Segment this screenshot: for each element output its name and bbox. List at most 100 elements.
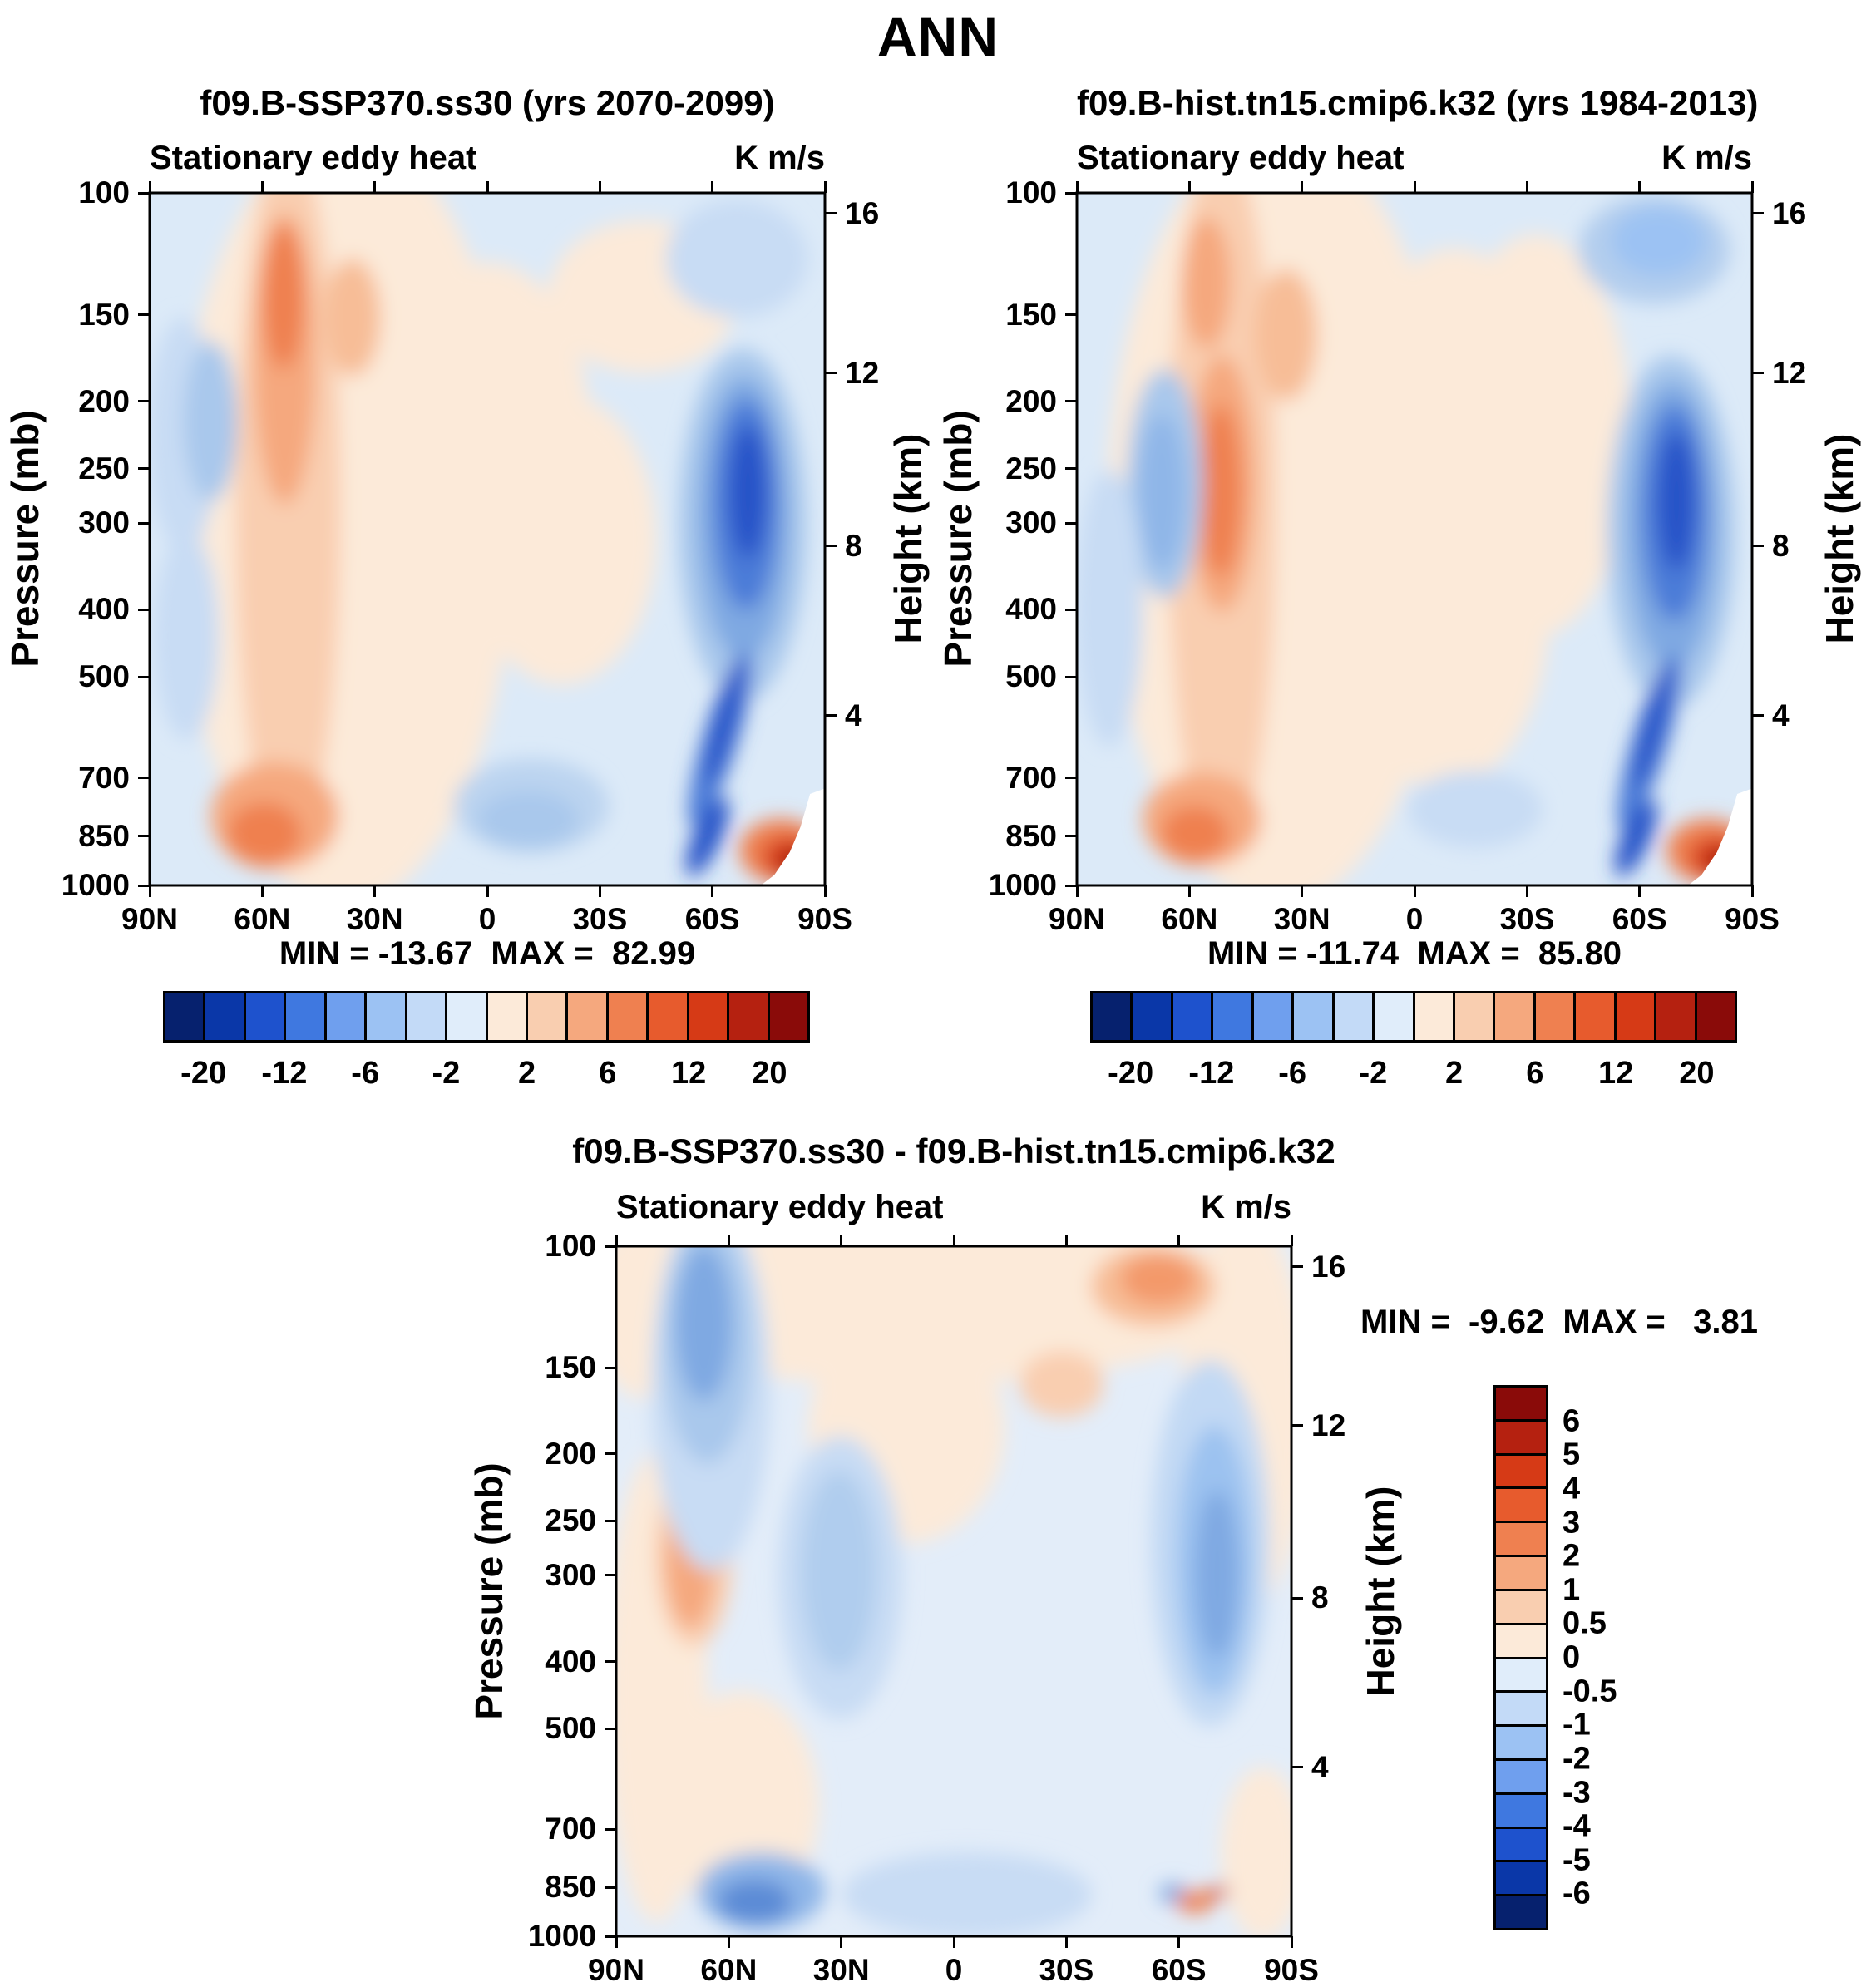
colorbar-label: 6: [1563, 1403, 1581, 1439]
height-tick-label: 4: [1772, 698, 1790, 732]
x-tick: [1290, 1936, 1293, 1948]
pressure-tick: [605, 1660, 616, 1664]
pressure-tick-label: 100: [1005, 175, 1057, 210]
x-tick: [727, 1235, 730, 1246]
colorbar-label: 20: [752, 1056, 787, 1091]
colorbar-box: [284, 993, 324, 1040]
x-tick-label: 30N: [812, 1953, 870, 1982]
colorbar-box: [1496, 1388, 1546, 1419]
height-tick-label: 16: [1772, 195, 1807, 230]
x-tick: [1750, 885, 1754, 897]
colorbar-box: [1573, 993, 1614, 1040]
pressure-tick-label: 700: [545, 1812, 596, 1846]
height-tick-label: 16: [1311, 1249, 1346, 1284]
pressure-tick: [1065, 675, 1077, 678]
colorbar-box: [1496, 1622, 1546, 1657]
pressure-tick-label: 200: [78, 383, 130, 418]
x-tick: [1187, 181, 1191, 193]
colorbar-box: [1496, 1486, 1546, 1521]
height-tick-label: 8: [1311, 1580, 1329, 1615]
height-tick-label: 16: [845, 195, 880, 230]
field-name-label: Stationary eddy heat: [616, 1189, 944, 1225]
colorbar-main-left-labels: -20 -12 -6 -2 2 6 12 20: [163, 1056, 810, 1094]
x-tick: [1413, 181, 1416, 193]
pressure-axis-title: Pressure (mb): [936, 410, 980, 668]
colorbar-label: 12: [670, 1056, 707, 1091]
x-tick-label: 90S: [1264, 1953, 1319, 1982]
x-tick: [1177, 1936, 1181, 1948]
height-tick: [1752, 212, 1764, 215]
x-tick-label: 60N: [234, 902, 291, 936]
colorbar-label: -3: [1563, 1775, 1591, 1810]
pressure-tick-label: 400: [1005, 592, 1057, 627]
x-tick: [373, 181, 377, 193]
colorbar-label: -2: [1563, 1741, 1591, 1777]
colorbar-label: -2: [432, 1056, 461, 1091]
x-tick: [615, 1235, 618, 1246]
x-tick: [952, 1235, 955, 1246]
x-tick: [1177, 1235, 1181, 1246]
pressure-tick-label: 1000: [527, 1919, 596, 1953]
colorbar-box: [1496, 1656, 1546, 1691]
contour-field: [150, 193, 825, 885]
colorbar-box: [1093, 993, 1131, 1040]
pressure-tick-label: 250: [545, 1503, 596, 1538]
colorbar-box: [525, 993, 566, 1040]
colorbar-box: [1211, 993, 1251, 1040]
colorbar-label: 2: [1445, 1056, 1464, 1091]
colorbar-box: [1496, 1894, 1546, 1928]
pressure-tick-label: 300: [1005, 505, 1057, 540]
colorbar-label: 6: [1526, 1056, 1544, 1091]
x-tick: [823, 181, 827, 193]
pressure-tick: [138, 400, 150, 403]
pressure-tick-label: 850: [545, 1870, 596, 1905]
colorbar-label: -1: [1563, 1707, 1591, 1743]
height-tick: [1752, 372, 1764, 375]
colorbar-box: [605, 993, 647, 1040]
colorbar-box: [485, 993, 526, 1040]
x-tick-label: 60N: [700, 1953, 758, 1982]
x-tick-label: 0: [945, 1953, 963, 1982]
colorbar-box: [767, 993, 807, 1040]
x-tick-label: 90S: [797, 902, 852, 936]
x-tick: [260, 885, 264, 897]
height-axis-title: Height (km): [1359, 1486, 1402, 1697]
x-tick: [148, 181, 151, 193]
pressure-tick: [138, 675, 150, 678]
colorbar-box: [1251, 993, 1292, 1040]
colorbar-box: [1170, 993, 1212, 1040]
x-tick: [1064, 1936, 1068, 1948]
x-tick-label: 60S: [1151, 1953, 1207, 1982]
colorbar-label: 4: [1563, 1471, 1581, 1506]
pressure-tick-label: 400: [78, 592, 130, 627]
x-tick: [711, 181, 714, 193]
colorbar-label: 2: [1563, 1538, 1581, 1574]
pressure-tick: [138, 777, 150, 780]
colorbar-box: [1496, 1555, 1546, 1589]
colorbar-box: [1372, 993, 1413, 1040]
pressure-tick-label: 500: [1005, 659, 1057, 694]
x-tick: [1064, 1235, 1068, 1246]
x-tick: [1638, 181, 1642, 193]
colorbar-box: [1533, 993, 1574, 1040]
height-tick: [825, 545, 837, 548]
height-tick: [1752, 714, 1764, 717]
x-tick-label: 30S: [572, 902, 628, 936]
colorbar-label: 5: [1563, 1437, 1581, 1472]
pressure-tick: [1065, 777, 1077, 780]
x-tick: [486, 181, 489, 193]
x-tick: [727, 1936, 730, 1948]
pressure-tick: [605, 1452, 616, 1456]
minmax-hist: MIN = -11.74 MAX = 85.80: [1207, 935, 1622, 972]
colorbar-main-right: [1090, 991, 1737, 1043]
pressure-tick-label: 700: [1005, 760, 1057, 795]
x-tick: [840, 1235, 843, 1246]
colorbar-label: -6: [1278, 1056, 1307, 1091]
colorbar-diff: 6 5 4 3 2 1 0.5 0 -0.5 -1 -2 -3 -4 -5 -6: [1493, 1385, 1617, 1930]
contour-field: [1077, 193, 1752, 885]
x-tick: [1187, 885, 1191, 897]
colorbar-box: [1694, 993, 1735, 1040]
x-tick-label: 30N: [346, 902, 403, 936]
colorbar-label: 0: [1563, 1639, 1581, 1675]
x-tick: [711, 885, 714, 897]
